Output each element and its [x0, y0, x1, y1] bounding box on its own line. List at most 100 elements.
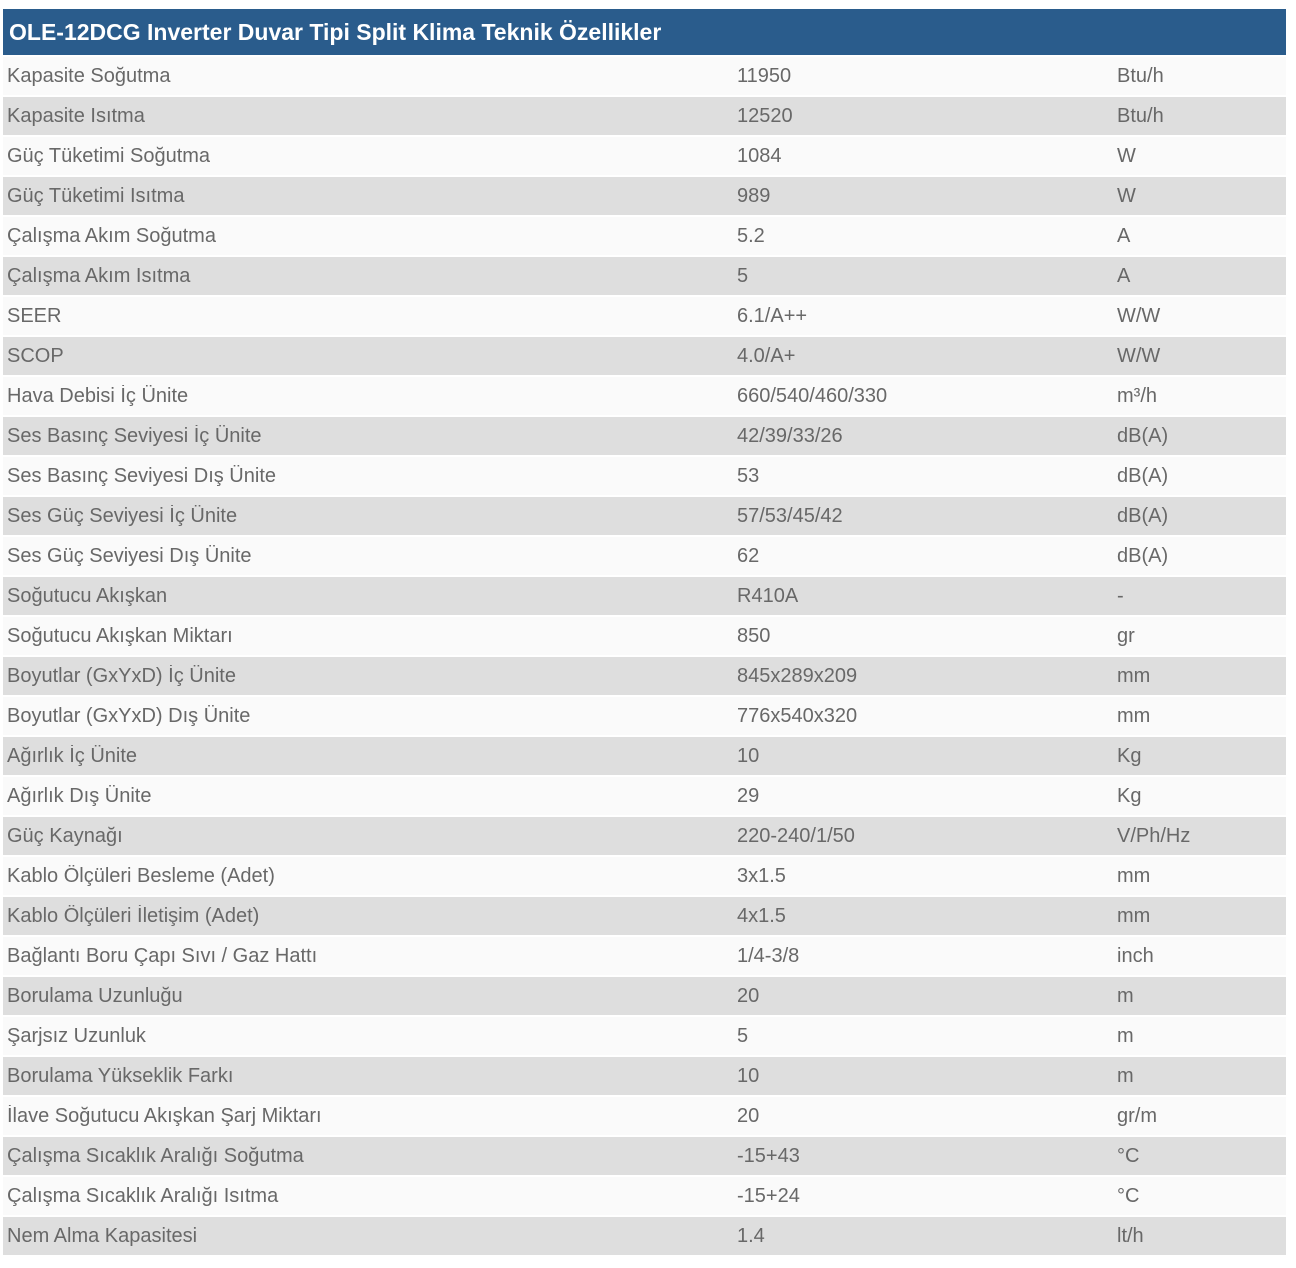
- spec-row: Şarjsız Uzunluk 5 m: [3, 1017, 1286, 1055]
- spec-value: 989: [737, 184, 771, 207]
- spec-unit: mm: [1117, 864, 1151, 887]
- spec-unit: m: [1117, 1024, 1134, 1047]
- spec-label: Ağırlık Dış Ünite: [7, 784, 152, 807]
- spec-label: Boyutlar (GxYxD) İç Ünite: [7, 664, 236, 687]
- spec-unit: mm: [1117, 664, 1151, 687]
- spec-label: Ses Basınç Seviyesi İç Ünite: [7, 424, 262, 447]
- spec-value: 5: [737, 264, 749, 287]
- spec-label: Nem Alma Kapasitesi: [7, 1224, 198, 1247]
- spec-label: Ses Güç Seviyesi Dış Ünite: [7, 544, 252, 567]
- spec-unit: dB(A): [1117, 544, 1169, 567]
- spec-value: 660/540/460/330: [737, 384, 888, 407]
- spec-row: Ses Güç Seviyesi İç Ünite 57/53/45/42 dB(A…: [3, 497, 1286, 535]
- spec-value: 5.2: [737, 224, 765, 247]
- spec-label: SEER: [7, 304, 62, 327]
- spec-unit: inch: [1117, 944, 1154, 967]
- spec-value: 845x289x209: [737, 664, 858, 687]
- spec-value: 3x1.5: [737, 864, 786, 887]
- spec-label: Hava Debisi İç Ünite: [7, 384, 189, 407]
- spec-label: Güç Tüketimi Isıtma: [7, 184, 185, 207]
- spec-row: Kapasite Soğutma 11950 Btu/h: [3, 57, 1286, 95]
- spec-value: 1/4-3/8: [737, 944, 800, 967]
- spec-label: Çalışma Sıcaklık Aralığı Soğutma: [7, 1144, 304, 1167]
- spec-row: Boyutlar (GxYxD) İç Ünite 845x289x209 mm: [3, 657, 1286, 695]
- spec-row: İlave Soğutucu Akışkan Şarj Miktarı 20 gr/…: [3, 1097, 1286, 1135]
- spec-label: Ses Basınç Seviyesi Dış Ünite: [7, 464, 276, 487]
- spec-value: 53: [737, 464, 760, 487]
- spec-label: Kapasite Isıtma: [7, 104, 145, 127]
- spec-unit: gr/m: [1117, 1104, 1157, 1127]
- spec-sheet: OLE-12DCG Inverter Duvar Tipi Split Klim…: [3, 9, 1286, 1257]
- spec-row: Boyutlar (GxYxD) Dış Ünite 776x540x320 mm: [3, 697, 1286, 735]
- spec-row: Nem Alma Kapasitesi 1.4 lt/h: [3, 1217, 1286, 1255]
- spec-label: Kablo Ölçüleri İletişim (Adet): [7, 904, 260, 927]
- spec-label: Güç Tüketimi Soğutma: [7, 144, 211, 167]
- spec-label: Borulama Uzunluğu: [7, 984, 183, 1007]
- spec-row: SEER 6.1/A++ W/W: [3, 297, 1286, 335]
- spec-label: İlave Soğutucu Akışkan Şarj Miktarı: [7, 1104, 322, 1127]
- spec-unit: W/W: [1117, 304, 1161, 327]
- spec-unit: A: [1117, 224, 1131, 247]
- spec-value: 4.0/A+: [737, 344, 796, 367]
- spec-value: -15+24: [737, 1184, 800, 1207]
- spec-unit: m³/h: [1117, 384, 1157, 407]
- spec-row: Güç Kaynağı 220-240/1/50 V/Ph/Hz: [3, 817, 1286, 855]
- spec-unit: dB(A): [1117, 464, 1169, 487]
- spec-row: Ses Güç Seviyesi Dış Ünite 62 dB(A): [3, 537, 1286, 575]
- spec-label: Şarjsız Uzunluk: [7, 1024, 146, 1047]
- spec-value: 11950: [737, 64, 792, 87]
- spec-value: 4x1.5: [737, 904, 786, 927]
- spec-row: Ses Basınç Seviyesi İç Ünite 42/39/33/26 d…: [3, 417, 1286, 455]
- spec-row: Soğutucu Akışkan R410A -: [3, 577, 1286, 615]
- spec-label: Soğutucu Akışkan: [7, 584, 168, 607]
- spec-row: SCOP 4.0/A+ W/W: [3, 337, 1286, 375]
- spec-label: Soğutucu Akışkan Miktarı: [7, 624, 233, 647]
- spec-label: Kablo Ölçüleri Besleme (Adet): [7, 864, 275, 887]
- spec-unit: lt/h: [1117, 1224, 1144, 1247]
- spec-value: 5: [737, 1024, 749, 1047]
- spec-row: Kapasite Isıtma 12520 Btu/h: [3, 97, 1286, 135]
- spec-value: 42/39/33/26: [737, 424, 843, 447]
- spec-unit: °C: [1117, 1184, 1140, 1207]
- spec-unit: W: [1117, 184, 1136, 207]
- spec-row: Borulama Yükseklik Farkı 10 m: [3, 1057, 1286, 1095]
- spec-label: Ses Güç Seviyesi İç Ünite: [7, 504, 238, 527]
- spec-row: Kablo Ölçüleri İletişim (Adet) 4x1.5 mm: [3, 897, 1286, 935]
- spec-row: Kablo Ölçüleri Besleme (Adet) 3x1.5 mm: [3, 857, 1286, 895]
- spec-value: 12520: [737, 104, 793, 127]
- spec-row: Güç Tüketimi Isıtma 989 W: [3, 177, 1286, 215]
- spec-label: Ağırlık İç Ünite: [7, 744, 138, 767]
- spec-value: 62: [737, 544, 760, 567]
- spec-unit: m: [1117, 1064, 1134, 1087]
- spec-row: Soğutucu Akışkan Miktarı 850 gr: [3, 617, 1286, 655]
- spec-unit: dB(A): [1117, 504, 1169, 527]
- spec-value: 57/53/45/42: [737, 504, 843, 527]
- spec-row: Güç Tüketimi Soğutma 1084 W: [3, 137, 1286, 175]
- spec-label: Güç Kaynağı: [7, 824, 123, 847]
- spec-label: Çalışma Akım Isıtma: [7, 264, 191, 287]
- spec-unit: A: [1117, 264, 1131, 287]
- spec-unit: W: [1117, 144, 1136, 167]
- spec-unit: gr: [1117, 624, 1135, 647]
- spec-unit: -: [1117, 584, 1124, 607]
- spec-unit: Kg: [1117, 784, 1142, 807]
- spec-unit: mm: [1117, 904, 1151, 927]
- spec-unit: °C: [1117, 1144, 1140, 1167]
- spec-value: 850: [737, 624, 771, 647]
- spec-value: 1084: [737, 144, 782, 167]
- spec-unit: Kg: [1117, 744, 1142, 767]
- spec-unit: m: [1117, 984, 1134, 1007]
- spec-label: SCOP: [7, 344, 64, 367]
- spec-row: Çalışma Akım Isıtma 5 A: [3, 257, 1286, 295]
- spec-unit: Btu/h: [1117, 64, 1164, 87]
- spec-row: Bağlantı Boru Çapı Sıvı / Gaz Hattı 1/4-3…: [3, 937, 1286, 975]
- spec-row: Hava Debisi İç Ünite 660/540/460/330 m³/h: [3, 377, 1286, 415]
- spec-row: Çalışma Akım Soğutma 5.2 A: [3, 217, 1286, 255]
- table-title: OLE-12DCG Inverter Duvar Tipi Split Klim…: [9, 18, 662, 45]
- spec-value: 29: [737, 784, 760, 807]
- spec-value: 10: [737, 744, 760, 767]
- spec-row: Ses Basınç Seviyesi Dış Ünite 53 dB(A): [3, 457, 1286, 495]
- spec-unit: V/Ph/Hz: [1117, 824, 1191, 847]
- spec-label: Çalışma Sıcaklık Aralığı Isıtma: [7, 1184, 279, 1207]
- spec-row: Çalışma Sıcaklık Aralığı Isıtma -15+24 °C: [3, 1177, 1286, 1215]
